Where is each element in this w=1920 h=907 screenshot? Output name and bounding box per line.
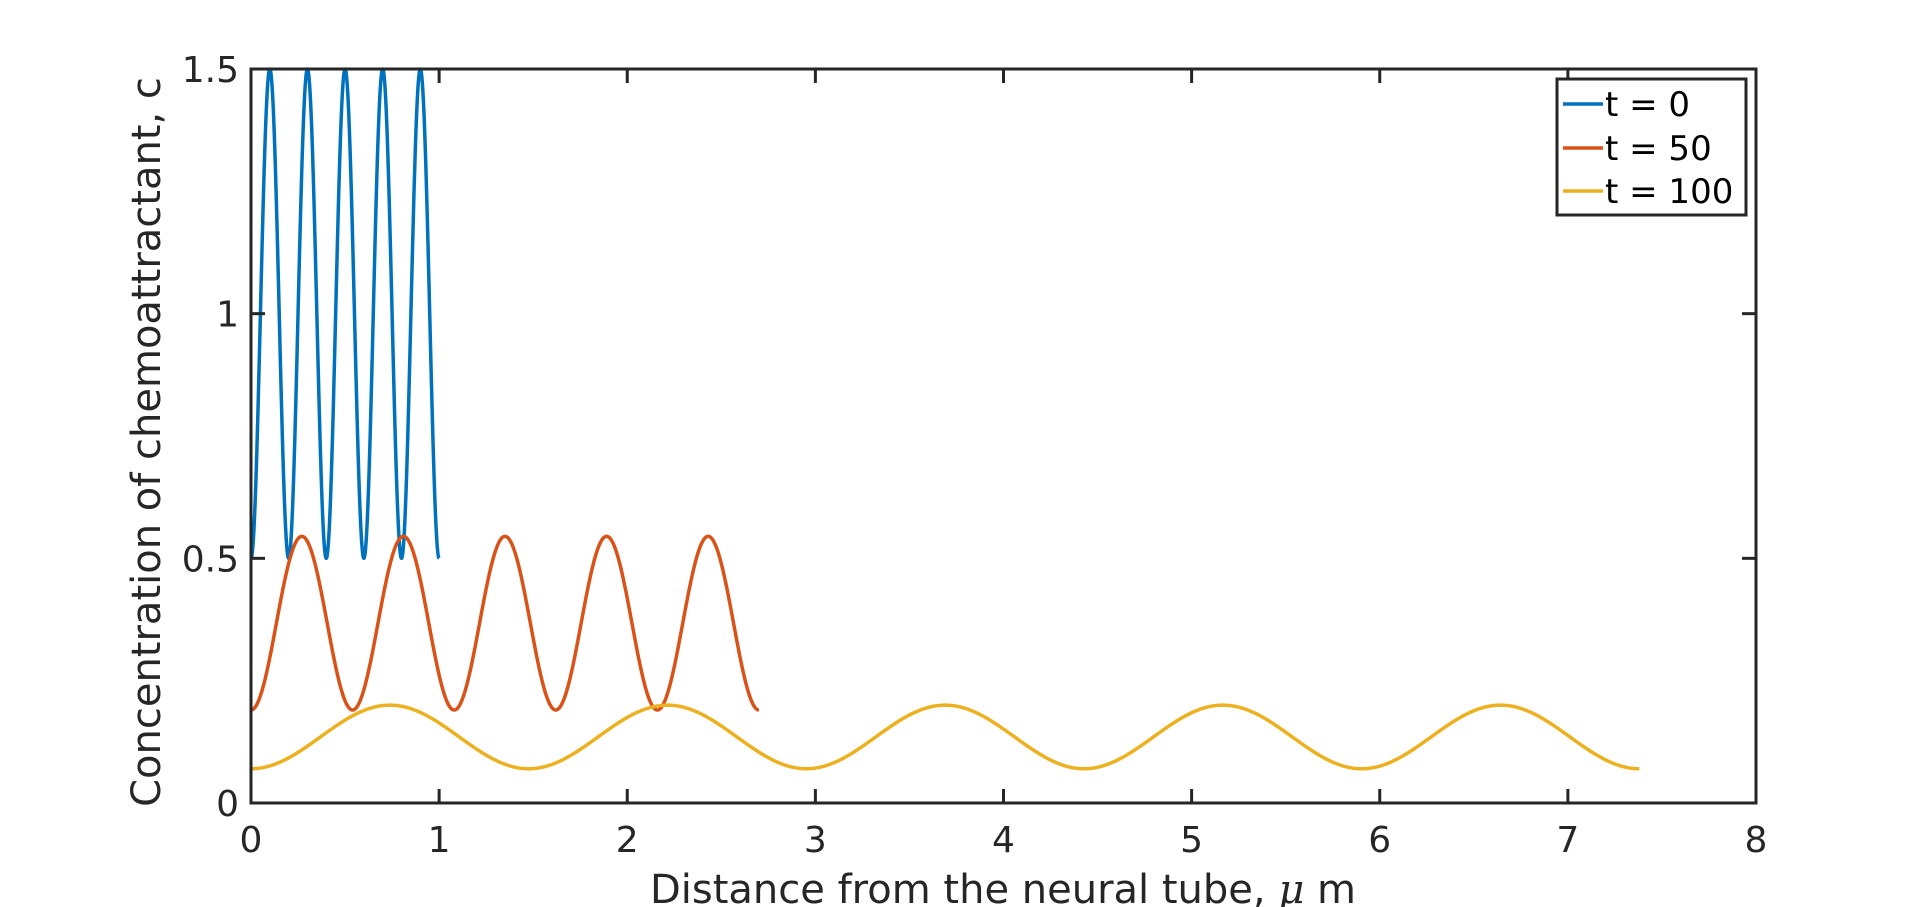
tick-layer: 0 1 2 3 4 5 6 7 8 0 0.5 1 1.5 — [182, 50, 1768, 861]
x-tick-label: 0 — [240, 820, 263, 861]
series-line-t100 — [250, 703, 1640, 771]
y-tick-label: 1 — [216, 295, 239, 336]
plot-frame — [249, 67, 1758, 805]
y-tick-label: 0 — [216, 784, 239, 825]
x-axis-title-prefix: Distance from the neural tube, — [650, 867, 1278, 907]
legend-label-t50: t = 50 — [1605, 129, 1712, 169]
x-tick-label: 7 — [1556, 820, 1579, 861]
series-layer — [249, 67, 1640, 771]
x-tick-label: 4 — [992, 820, 1015, 861]
series-line-t0 — [249, 67, 441, 561]
x-axis-title-suffix: m — [1304, 867, 1356, 907]
y-tick-label: 0.5 — [182, 539, 239, 580]
x-tick-label: 5 — [1180, 820, 1203, 861]
x-tick-label: 8 — [1745, 820, 1768, 861]
x-tick-label: 2 — [616, 820, 639, 861]
x-axis-title-symbol: μ — [1278, 867, 1304, 907]
x-axis-title: Distance from the neural tube, μ m — [650, 867, 1356, 907]
y-tick-label: 1.5 — [182, 50, 239, 91]
x-tick-label: 6 — [1368, 820, 1391, 861]
series-line-t50 — [249, 534, 761, 712]
y-axis-title: Concentration of chemoattractant, c — [124, 77, 170, 807]
legend: t = 0 t = 50 t = 100 — [1555, 77, 1748, 217]
x-tick-label: 1 — [428, 820, 451, 861]
legend-label-t0: t = 0 — [1605, 85, 1690, 125]
x-tick-label: 3 — [804, 820, 827, 861]
legend-label-t100: t = 100 — [1605, 172, 1733, 212]
